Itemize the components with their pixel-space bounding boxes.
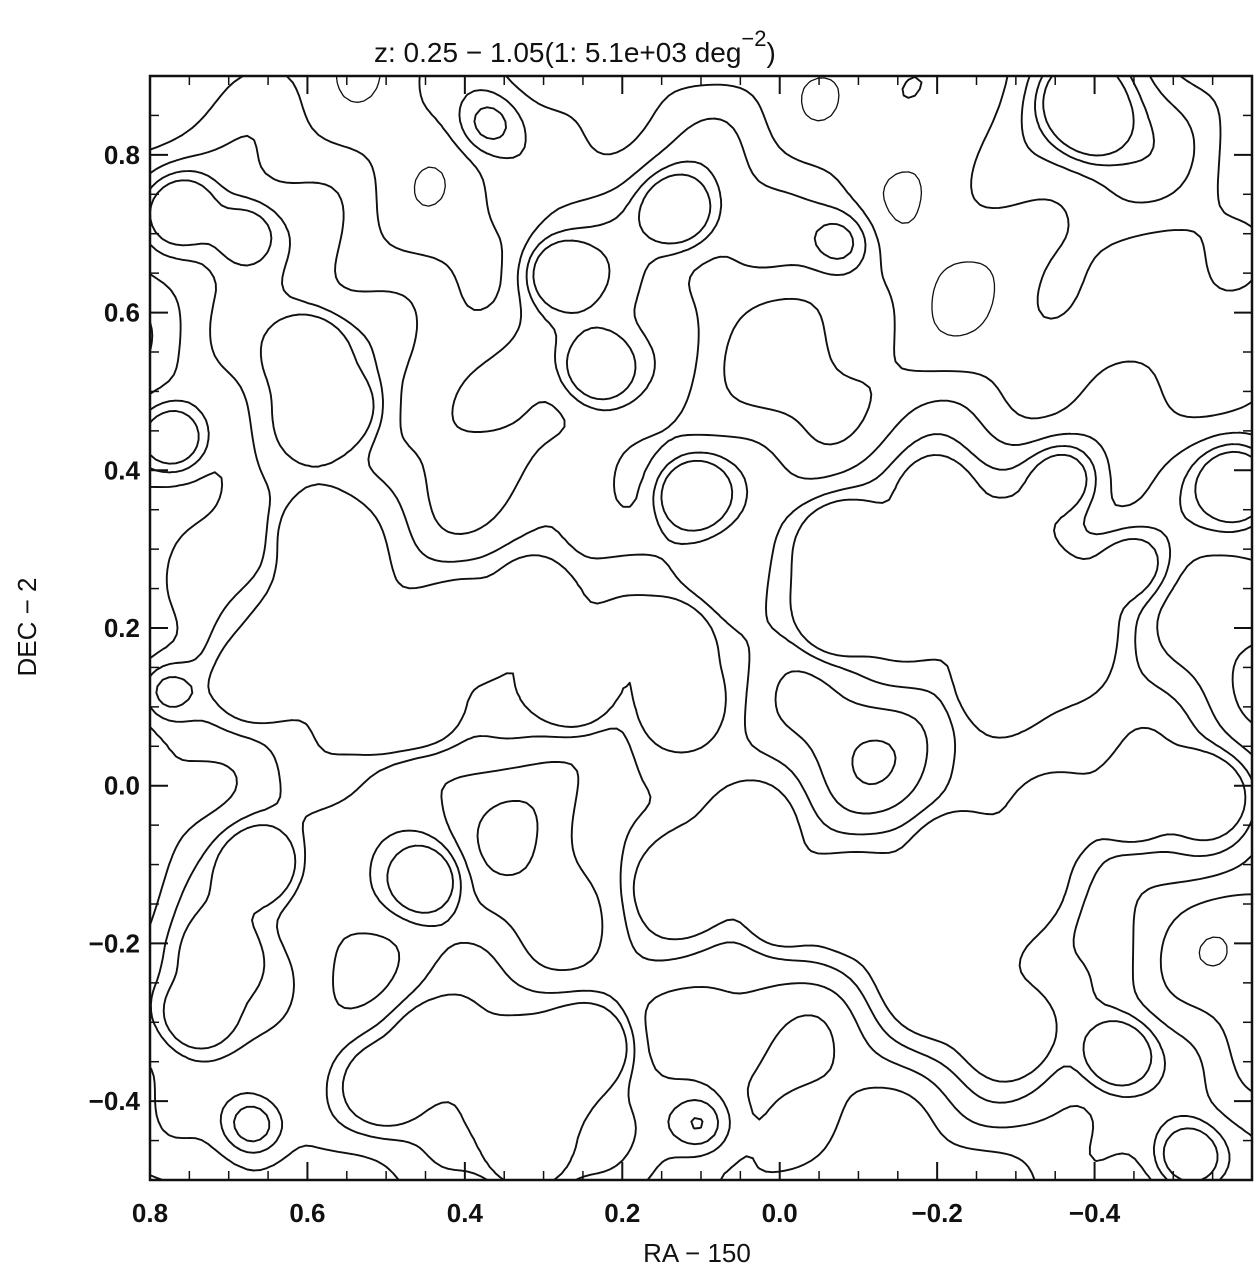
- x-tick-label: −0.4: [1069, 1198, 1121, 1228]
- y-tick-label: −0.4: [89, 1086, 141, 1116]
- contour-level-4.0: [149, 75, 1253, 1181]
- x-tick-label: 0.4: [447, 1198, 484, 1228]
- contour-level-10.0: [149, 75, 1253, 1181]
- y-tick-label: 0.2: [104, 613, 140, 643]
- y-tick-label: 0.6: [104, 298, 140, 328]
- x-tick-label: 0.0: [762, 1198, 798, 1228]
- x-axis: 0.8 0.6 0.4 0.2 0.0 −0.2 −0.4: [132, 76, 1214, 1228]
- title-exponent: −2: [741, 26, 766, 51]
- contour-level-6.0: [149, 75, 1253, 1181]
- contour-level-8.0: [149, 75, 1253, 1181]
- y-axis-label: DEC − 2: [12, 578, 42, 677]
- y-axis: 0.8 0.6 0.4 0.2 0.0 −0.2 −0.4: [89, 114, 1252, 1142]
- contour-lines: [149, 75, 1253, 1181]
- y-tick-label: 0.4: [104, 455, 141, 485]
- title-main: z: 0.25 − 1.05(1: 5.1e+03 deg: [374, 37, 741, 68]
- x-tick-label: 0.2: [604, 1198, 640, 1228]
- x-axis-label: RA − 150: [643, 1238, 751, 1268]
- x-tick-label: 0.6: [289, 1198, 325, 1228]
- y-tick-label: 0.8: [104, 140, 140, 170]
- y-tick-label: 0.0: [104, 771, 140, 801]
- contour-level-2.0: [335, 75, 1253, 1181]
- x-tick-label: 0.8: [132, 1198, 168, 1228]
- chart-title: z: 0.25 − 1.05(1: 5.1e+03 deg−2): [374, 26, 776, 68]
- x-tick-label: −0.2: [911, 1198, 962, 1228]
- y-tick-label: −0.2: [89, 928, 140, 958]
- svg-text:z: 0.25 − 1.05(1: 5.1e+03 deg−: z: 0.25 − 1.05(1: 5.1e+03 deg−2): [374, 26, 776, 68]
- title-close: ): [767, 37, 776, 68]
